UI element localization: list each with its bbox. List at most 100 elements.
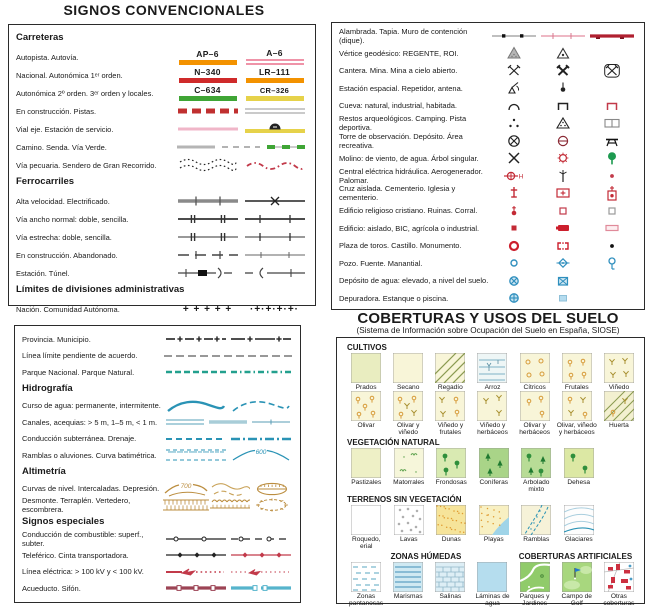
scrub-pattern-swatch — [393, 448, 424, 478]
beach-pattern-swatch — [478, 505, 509, 535]
vines-pattern-swatch — [603, 353, 634, 383]
legend-row-symbols — [163, 331, 293, 347]
salt-pattern-swatch — [435, 562, 466, 592]
legend-row: En construcción. Pistas. — [9, 102, 315, 120]
tile-label: Roquedo, erial — [351, 536, 381, 550]
legend-row-label: Alambrada. Tapia. Muro de contención (di… — [339, 26, 468, 45]
land-cover-tile: Lavas — [388, 505, 431, 550]
tile-label: Viñedo y herbáceos — [477, 422, 508, 436]
legend-row-label: Cueva: natural, industrial, habitada. — [339, 101, 457, 111]
viaverde-symbol — [263, 139, 308, 155]
land-cover-tile: Olivar y herbáceos — [514, 391, 556, 436]
legend-row: Desmonte. Terraplén. Vertedero, escombre… — [15, 496, 300, 514]
legend-row: Curso de agua: permanente, intermitente. — [15, 398, 300, 415]
legend-row: En construcción. Abandonado. — [9, 246, 315, 264]
canal2-symbol — [163, 414, 206, 430]
raildash-symbol — [174, 247, 241, 263]
legend-row-symbols — [163, 431, 293, 447]
legend-row-symbols — [489, 28, 637, 44]
legend-row-symbols — [163, 496, 293, 514]
legend-row: Cantera. Mina. Mina a cielo abierto. — [332, 62, 644, 80]
line-symbol — [228, 364, 293, 380]
legend-row: Cruz aislada. Cementerio. Iglesia y ceme… — [332, 184, 644, 203]
legend-row: Línea límite pendiente de acuerdo. — [15, 348, 300, 365]
land-cover-tile: Frondosas — [430, 448, 473, 493]
line-symbol — [174, 139, 219, 155]
rail-symbol — [241, 229, 308, 245]
tile-label: Dehesa — [567, 479, 591, 486]
land-cover-tile: Viñedo y frutales — [429, 391, 471, 436]
tri-symbol — [489, 45, 538, 61]
legend-row-symbols — [174, 265, 308, 281]
tile-label: Ramblas — [523, 536, 550, 543]
legend-row-symbols — [174, 229, 308, 245]
section-header: Signos especiales — [22, 515, 105, 527]
tile-label: Otras coberturas — [603, 593, 635, 607]
legend-row-label: Cruz aislada. Cementerio. Iglesia y ceme… — [339, 184, 456, 203]
legend-row: Edificio: aislado, BIC, agrícola o indus… — [332, 220, 644, 238]
tile-label: Olivar, viñedo y herbáceos — [556, 422, 597, 436]
legend-row-label: Cantera. Mina. Mina a cielo abierto. — [339, 66, 458, 76]
hammers-symbol — [538, 63, 587, 79]
legend-row-symbols — [489, 45, 637, 61]
vine-tree-pattern-swatch — [435, 391, 466, 421]
legend-row-symbols — [174, 193, 308, 209]
dot-symbol — [588, 238, 637, 254]
legend-row: Torre de observación. Depósito. Área rec… — [332, 132, 644, 150]
tile-label: Dunas — [441, 536, 461, 543]
legend-row: Depósito de agua: elevado, a nivel del s… — [332, 272, 644, 290]
legend-row: Parque Nacional. Parque Natural. — [15, 364, 300, 381]
tile-label: Frutales — [564, 384, 589, 391]
line-symbol — [163, 348, 293, 364]
land-cover-tile: Secano — [387, 353, 429, 391]
legend-row-symbols — [489, 220, 637, 236]
land-cover-tile: Zonas pantanosas — [345, 562, 387, 607]
tile-label: Campo de Golf — [561, 593, 592, 607]
legend-row-label: Curso de agua: permanente, intermitente. — [22, 401, 161, 411]
marsh1-pattern-swatch — [351, 562, 382, 592]
golf-pattern-swatch — [561, 562, 592, 592]
dot-symbol — [588, 168, 637, 184]
legend-row-label: Depuradora. Estanque o piscina. — [339, 293, 449, 303]
legend-row-symbols — [489, 203, 637, 219]
cutband-symbol — [163, 496, 209, 514]
legend-row-symbols: 600 — [163, 447, 293, 463]
tile-label: Playas — [483, 536, 504, 543]
glacier-pattern-swatch — [563, 505, 594, 535]
road-line — [178, 95, 237, 101]
sqopen-symbol — [588, 203, 637, 219]
legend-row: Central eléctrica hidráulica. Aerogenera… — [332, 167, 644, 185]
station-symbol — [174, 265, 241, 281]
tile-label: Prados — [355, 384, 377, 391]
legend-row-label: Molino: de viento, de agua. Árbol singul… — [339, 153, 479, 163]
line-symbol — [228, 431, 293, 447]
legend-row-label: Alta velocidad. Electrificado. — [16, 196, 110, 206]
mixed-pattern-swatch — [521, 448, 552, 478]
iglcem-symbol — [588, 185, 637, 201]
legend-row-label: Teleférico. Cinta transportadora. — [22, 550, 129, 560]
section-header: ZONAS HÚMEDAS — [390, 552, 462, 561]
legend-row: Cueva: natural, industrial, habitada. — [332, 97, 644, 115]
contour-symbol: 700 — [163, 480, 209, 498]
aqua-symbol — [228, 580, 293, 596]
sqarc-symbol — [588, 98, 637, 114]
cemrect-symbol — [538, 185, 587, 201]
road-shield-label: C–634 — [194, 84, 221, 95]
legend-row-label: Edificio religioso cristiano. Ruinas. Co… — [339, 206, 478, 216]
land-cover-tile: Láminas de agua — [471, 562, 513, 607]
canalthin-symbol — [250, 414, 293, 430]
land-cover-tile: Matorrales — [388, 448, 431, 493]
road-line — [245, 95, 304, 101]
aerog-symbol — [538, 168, 587, 184]
interm-symbol — [209, 480, 251, 498]
legend-row: Nación. Comunidad Autónoma. + + + + + ·+·+… — [9, 300, 315, 318]
picnic-symbol — [588, 133, 637, 149]
legend-row-label: Edificio: aislado, BIC, agrícola o indus… — [339, 223, 480, 233]
section-header: VEGETACIÓN NATURAL — [347, 438, 440, 447]
legend-row: Depuradora. Estanque o piscina. — [332, 290, 644, 308]
line-symbol — [163, 364, 228, 380]
speckle-pattern-swatch — [393, 505, 424, 535]
section-header: Hidrografía — [22, 382, 73, 394]
land-cover-tile: Olivar, viñedo y herbáceos — [556, 391, 598, 436]
